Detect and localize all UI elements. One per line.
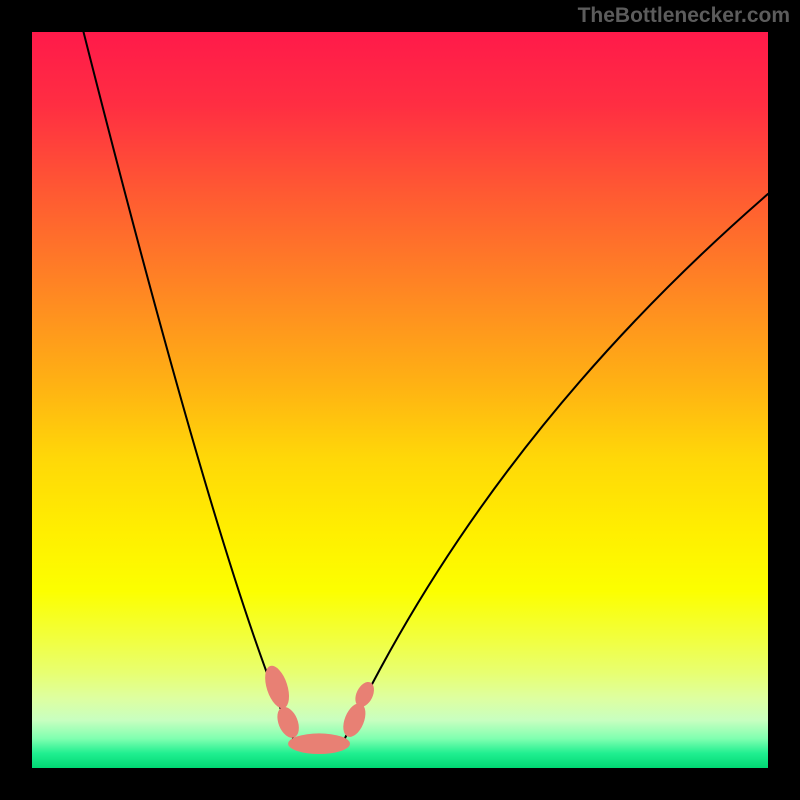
gradient-background: [32, 32, 768, 768]
valley-cap: [288, 733, 350, 754]
bottleneck-plot: [32, 32, 768, 768]
watermark-text: TheBottlenecker.com: [578, 4, 790, 28]
chart-frame: TheBottlenecker.com: [0, 0, 800, 800]
